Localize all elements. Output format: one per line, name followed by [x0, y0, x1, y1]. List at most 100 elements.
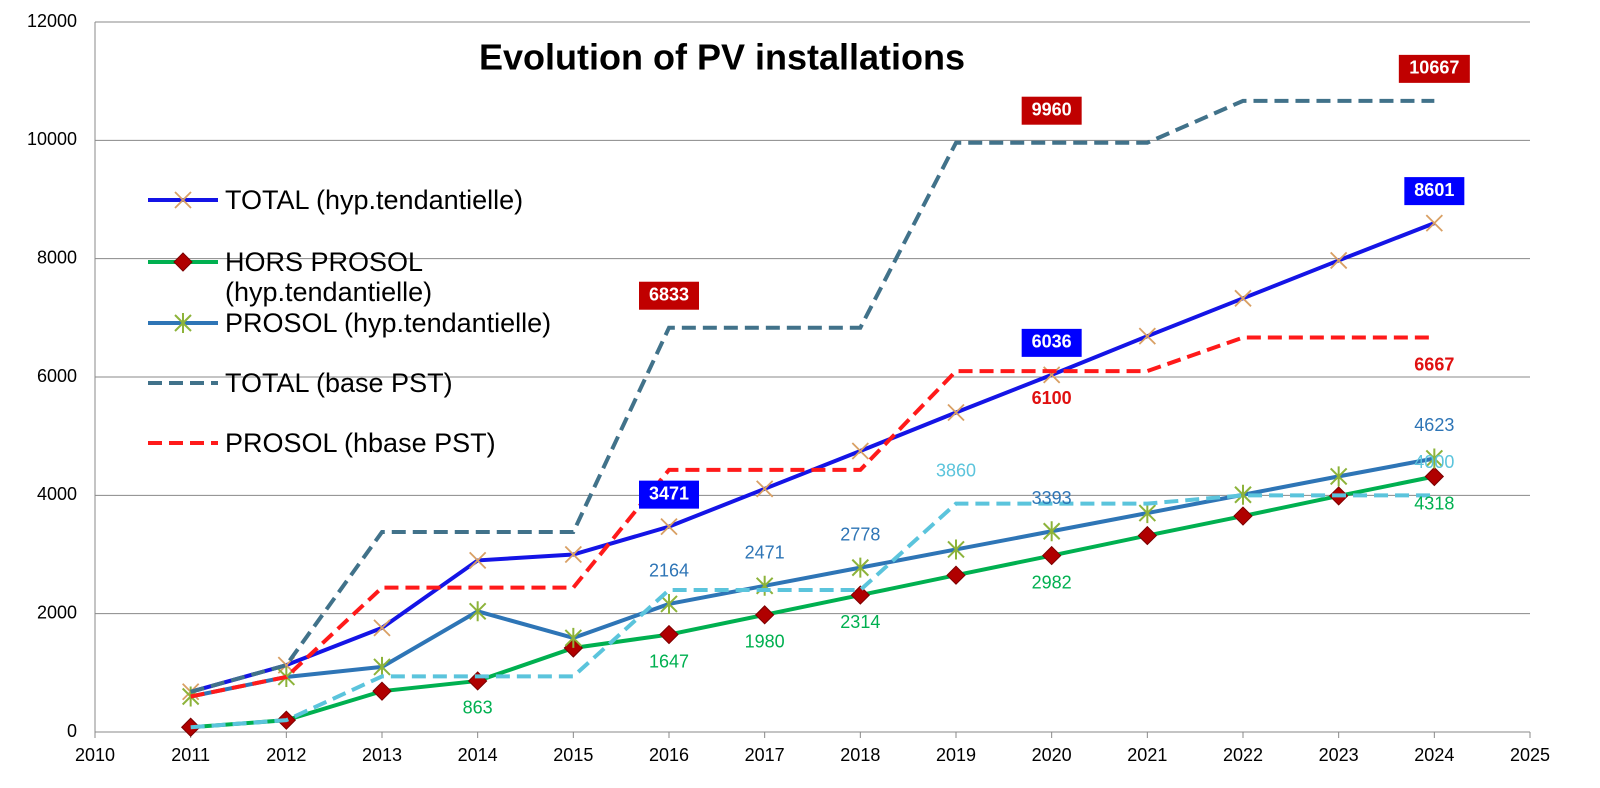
- data-label: 6833: [649, 284, 689, 304]
- data-label-box: [1398, 54, 1470, 83]
- y-tick-label: 4000: [37, 484, 77, 504]
- x-tick-label: 2010: [75, 745, 115, 765]
- legend-label: TOTAL (base PST): [225, 368, 453, 398]
- marker: [1234, 484, 1252, 505]
- marker-shape: [1425, 448, 1444, 469]
- marker-shape: [756, 480, 774, 498]
- legend-label: PROSOL (hbase PST): [225, 428, 496, 458]
- marker-shape: [947, 539, 965, 560]
- x-tick-label: 2021: [1127, 745, 1167, 765]
- x-tick-label: 2023: [1319, 745, 1359, 765]
- marker: [754, 605, 775, 625]
- marker: [1138, 503, 1157, 524]
- marker: [947, 539, 965, 560]
- data-label: 6667: [1414, 354, 1454, 374]
- marker-shape: [1138, 503, 1157, 524]
- marker: [564, 545, 582, 564]
- marker-shape: [1425, 214, 1443, 232]
- marker-shape: [564, 627, 583, 648]
- data-label: 9960: [1032, 99, 1072, 119]
- series-line: [190, 493, 1435, 730]
- y-tick-label: 8000: [37, 247, 77, 267]
- legend-label: PROSOL (hyp.tendantielle): [225, 308, 552, 338]
- data-label: 3393: [1032, 488, 1072, 508]
- marker-shape: [660, 517, 678, 536]
- marker: [1425, 448, 1444, 469]
- marker-shape: [851, 442, 869, 460]
- data-label-box: [639, 480, 699, 509]
- marker-shape: [564, 545, 582, 564]
- x-tick-label: 2013: [362, 745, 402, 765]
- data-label: 4000: [1414, 452, 1454, 472]
- marker: [851, 442, 869, 460]
- marker: [173, 252, 193, 272]
- marker: [659, 624, 679, 645]
- data-label: 2471: [745, 543, 785, 563]
- chart-title: Evolution of PV installations: [479, 37, 965, 78]
- x-tick-label: 2011: [171, 745, 210, 765]
- series-line: [190, 474, 1435, 730]
- data-label: 863: [463, 698, 493, 718]
- data-label: 6100: [1032, 388, 1072, 408]
- marker-shape: [1234, 289, 1252, 307]
- marker: [946, 565, 966, 585]
- x-tick-label: 2016: [649, 745, 689, 765]
- series-line: [190, 456, 1435, 699]
- x-tick-label: 2020: [1032, 745, 1072, 765]
- marker-shape: [1330, 251, 1348, 270]
- marker: [756, 480, 774, 498]
- marker: [1329, 466, 1348, 487]
- marker-shape: [468, 601, 487, 622]
- marker: [1042, 521, 1061, 542]
- x-tick-label: 2025: [1510, 745, 1550, 765]
- x-tick-label: 2018: [840, 745, 880, 765]
- x-tick-label: 2022: [1223, 745, 1263, 765]
- marker: [1138, 327, 1156, 345]
- marker: [373, 619, 391, 637]
- data-label: 2778: [840, 524, 880, 544]
- data-label: 3471: [649, 483, 689, 503]
- x-tick-label: 2014: [458, 745, 498, 765]
- y-tick-label: 6000: [37, 366, 77, 386]
- x-tick-label: 2015: [553, 745, 593, 765]
- marker: [947, 403, 965, 422]
- marker: [468, 601, 487, 622]
- legend-label: TOTAL (hyp.tendantielle): [225, 185, 524, 215]
- marker: [660, 593, 678, 614]
- marker: [1137, 525, 1158, 546]
- marker: [1234, 289, 1252, 307]
- x-tick-label: 2012: [266, 745, 306, 765]
- marker-shape: [660, 593, 678, 614]
- legend-label: HORS PROSOL (hyp.tendantielle): [225, 247, 433, 307]
- marker-shape: [851, 557, 870, 578]
- y-tick-label: 10000: [27, 129, 77, 149]
- marker-shape: [373, 656, 391, 677]
- marker: [1425, 214, 1443, 232]
- y-tick-label: 0: [67, 721, 77, 741]
- marker-shape: [1138, 327, 1156, 345]
- marker-shape: [469, 551, 487, 570]
- marker: [851, 557, 870, 578]
- data-label-box: [1404, 177, 1465, 206]
- data-label: 1647: [649, 651, 689, 671]
- data-label: 2314: [840, 612, 880, 632]
- data-label: 4318: [1414, 493, 1454, 513]
- marker: [174, 313, 192, 333]
- marker-shape: [174, 313, 192, 333]
- x-tick-label: 2017: [745, 745, 785, 765]
- marker: [1424, 466, 1445, 487]
- data-label-box: [639, 281, 699, 310]
- data-label: 8601: [1414, 180, 1454, 200]
- data-label-box: [1021, 328, 1082, 357]
- marker-shape: [174, 191, 192, 209]
- data-label: 10667: [1409, 58, 1459, 78]
- marker-shape: [373, 619, 391, 637]
- data-label: 3860: [936, 460, 976, 480]
- marker: [660, 517, 678, 536]
- marker: [469, 551, 487, 570]
- series-line: [190, 335, 1435, 699]
- x-tick-label: 2024: [1414, 745, 1454, 765]
- marker-shape: [947, 403, 965, 422]
